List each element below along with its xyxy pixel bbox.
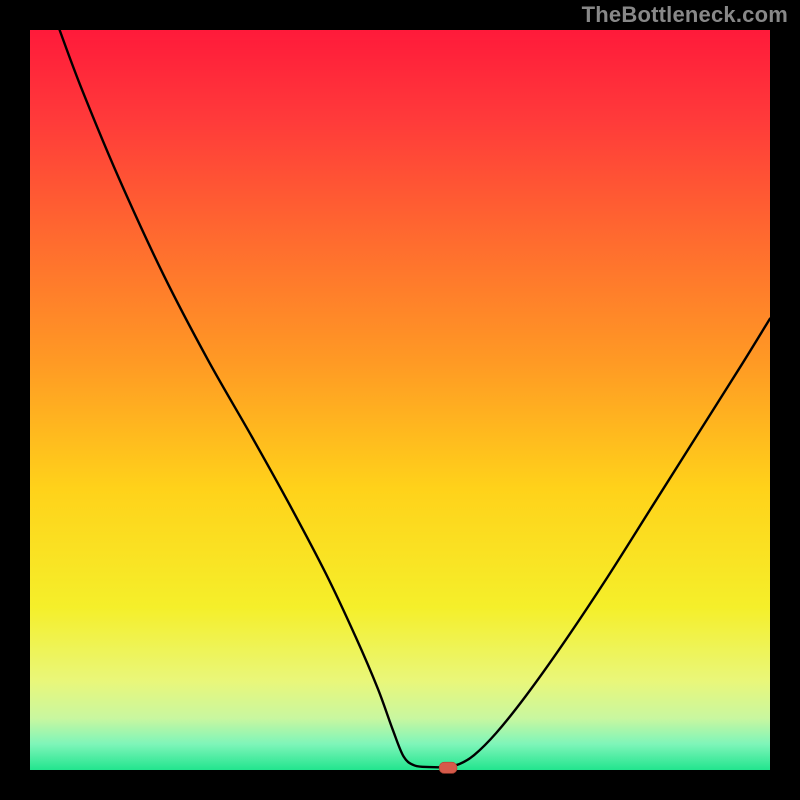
optimum-marker [439,762,457,773]
bottleneck-curve-chart [0,0,800,800]
plot-background [30,30,770,770]
